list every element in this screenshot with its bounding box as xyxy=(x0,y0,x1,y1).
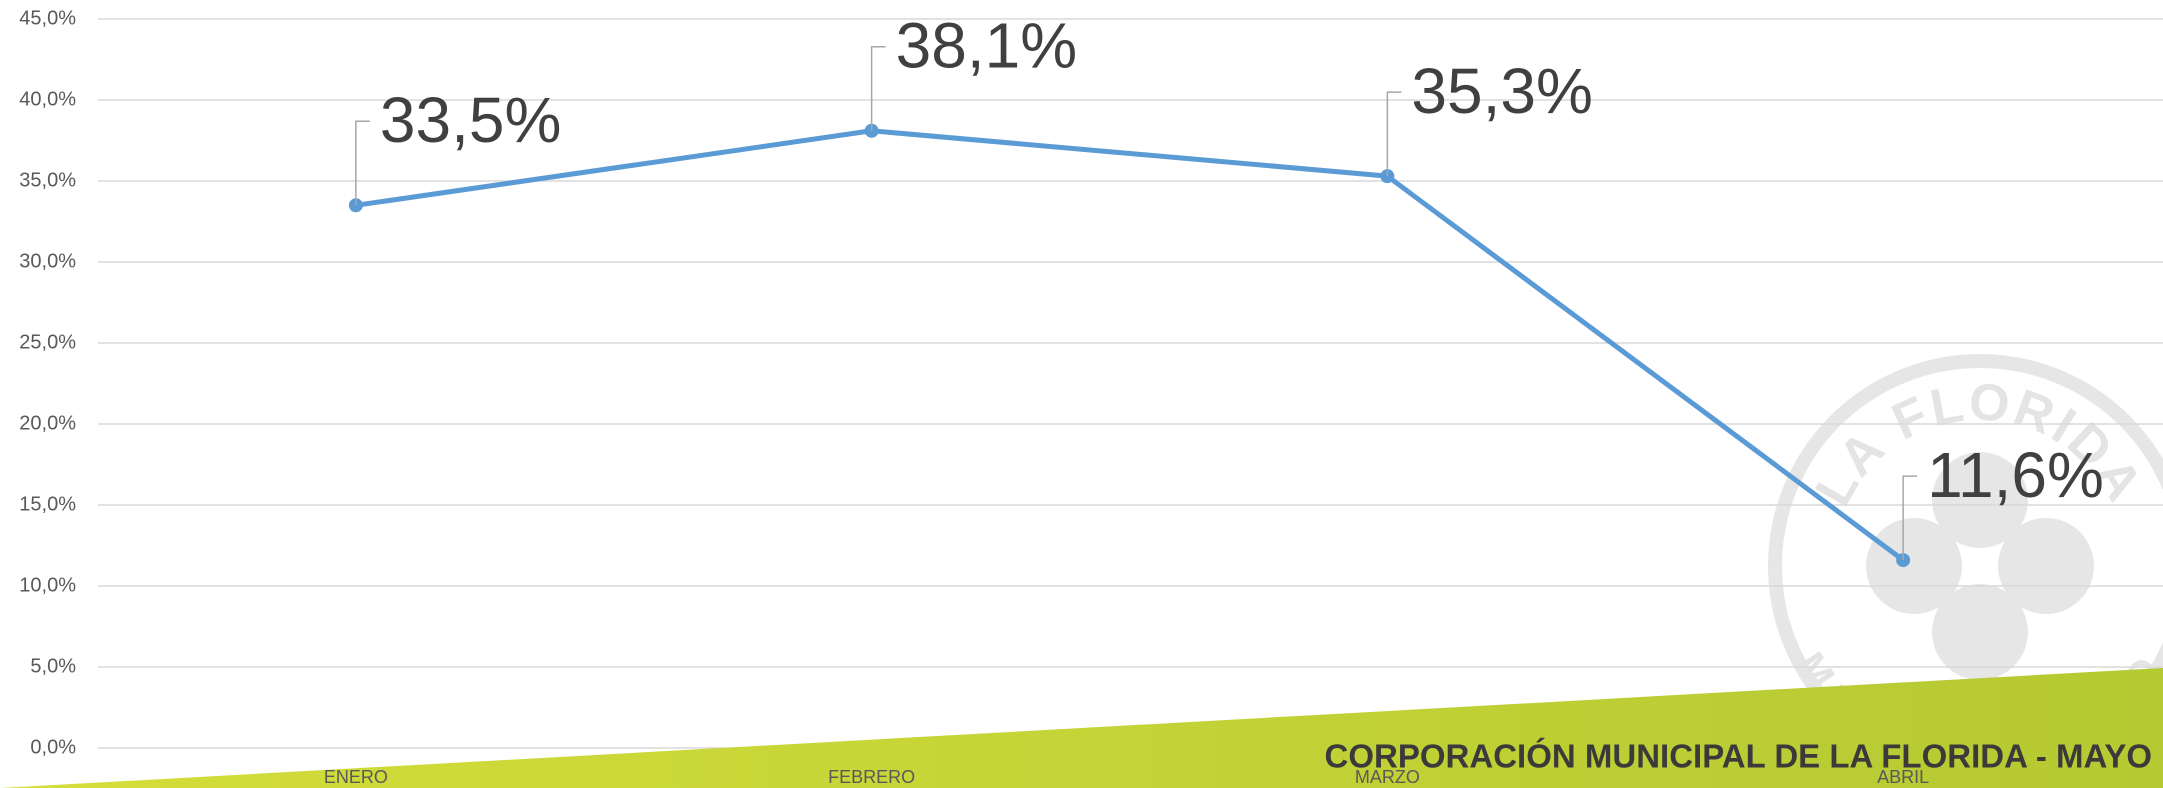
x-tick-label: FEBRERO xyxy=(828,767,915,787)
value-label: 11,6% xyxy=(1927,439,2104,511)
y-tick-label: 35,0% xyxy=(19,169,76,191)
watermark-leaf xyxy=(1932,452,2028,548)
x-tick-label: ENERO xyxy=(324,767,388,787)
y-tick-label: 0,0% xyxy=(30,736,76,758)
y-tick-label: 45,0% xyxy=(19,7,76,29)
x-tick-label: MARZO xyxy=(1355,767,1420,787)
footer-band xyxy=(0,668,2163,788)
y-tick-label: 20,0% xyxy=(19,412,76,434)
footer-text: CORPORACIÓN MUNICIPAL DE LA FLORIDA - MA… xyxy=(1325,738,2152,775)
y-tick-label: 15,0% xyxy=(19,493,76,515)
grid: 0,0% 5,0% 10,0% 15,0% 20,0% 25,0% 30,0% 35,0% 40… xyxy=(19,7,2163,758)
y-tick-label: 10,0% xyxy=(19,574,76,596)
watermark-leaf xyxy=(1998,518,2094,614)
value-label: 33,5% xyxy=(380,84,561,156)
data-line xyxy=(355,128,1905,563)
y-tick-label: 30,0% xyxy=(19,250,76,272)
y-tick-label: 5,0% xyxy=(30,655,76,677)
x-tick-label: ABRIL xyxy=(1877,767,1929,787)
plot: ENERO 33,5% FEBRERO 38,1% MARZO 35,3% ABRIL 11,… xyxy=(324,10,2104,787)
leader-line xyxy=(1386,91,1402,177)
leader-line xyxy=(870,46,886,131)
value-label: 35,3% xyxy=(1411,55,1592,127)
value-label: 38,1% xyxy=(896,10,1077,82)
y-tick-label: 25,0% xyxy=(19,331,76,353)
leader-line xyxy=(355,120,370,206)
watermark-leaf xyxy=(1932,584,2028,680)
leader-line xyxy=(1902,475,1918,561)
y-tick-label: 40,0% xyxy=(19,88,76,110)
watermark-leaf xyxy=(1866,518,1962,614)
